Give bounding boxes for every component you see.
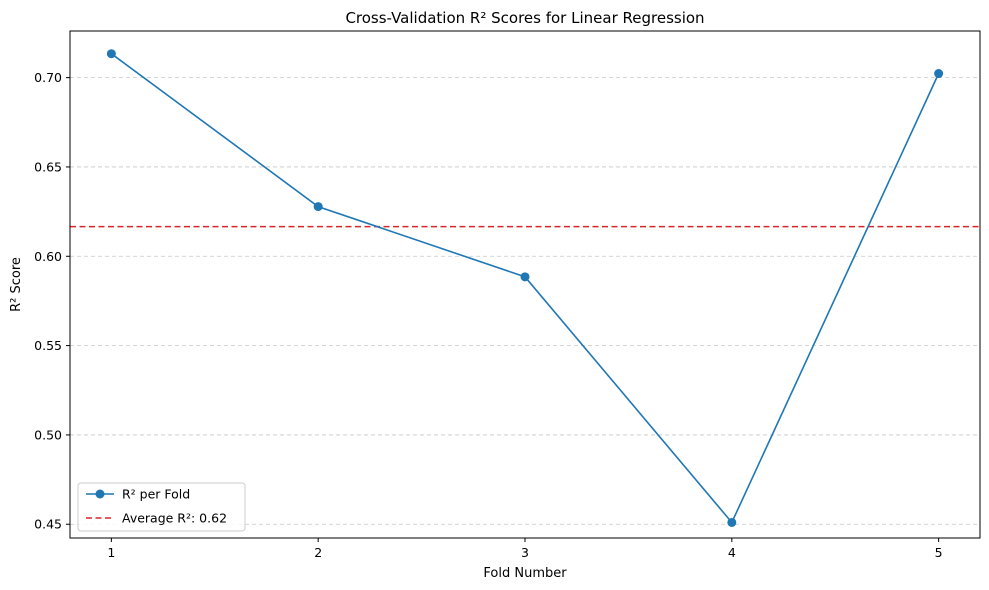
grid-lines: [70, 77, 980, 525]
data-point: [313, 202, 323, 212]
legend: R² per Fold Average R²: 0.62: [77, 482, 246, 532]
plot-frame: [69, 30, 981, 539]
data-point: [934, 69, 944, 79]
x-axis-label: Fold Number: [483, 566, 567, 581]
x-axis-ticks: 1 2 3 4 5: [107, 538, 943, 560]
legend-series-label: R² per Fold: [122, 487, 190, 502]
x-tick-label: 1: [107, 545, 115, 560]
data-point: [727, 517, 737, 527]
y-tick-label: 0.70: [34, 70, 62, 85]
y-axis-label: R² Score: [9, 257, 24, 312]
y-axis-ticks: 0.45 0.50 0.55 0.60 0.65 0.70: [34, 70, 70, 532]
legend-box: [77, 482, 246, 532]
data-point: [520, 272, 530, 282]
y-tick-label: 0.55: [34, 338, 62, 353]
y-tick-label: 0.60: [34, 249, 62, 264]
legend-average-label: Average R²: 0.62: [122, 511, 227, 526]
x-tick-label: 4: [728, 545, 736, 560]
legend-series-marker: [95, 489, 105, 499]
y-tick-label: 0.50: [34, 427, 62, 442]
x-tick-label: 5: [935, 545, 943, 560]
data-point: [106, 49, 116, 59]
x-tick-label: 2: [314, 545, 322, 560]
chart-title: Cross-Validation R² Scores for Linear Re…: [345, 9, 704, 27]
y-tick-label: 0.45: [34, 517, 62, 532]
series-layer: [106, 49, 944, 527]
series-line: [110, 53, 940, 524]
x-tick-label: 3: [521, 545, 529, 560]
y-tick-label: 0.65: [34, 159, 62, 174]
